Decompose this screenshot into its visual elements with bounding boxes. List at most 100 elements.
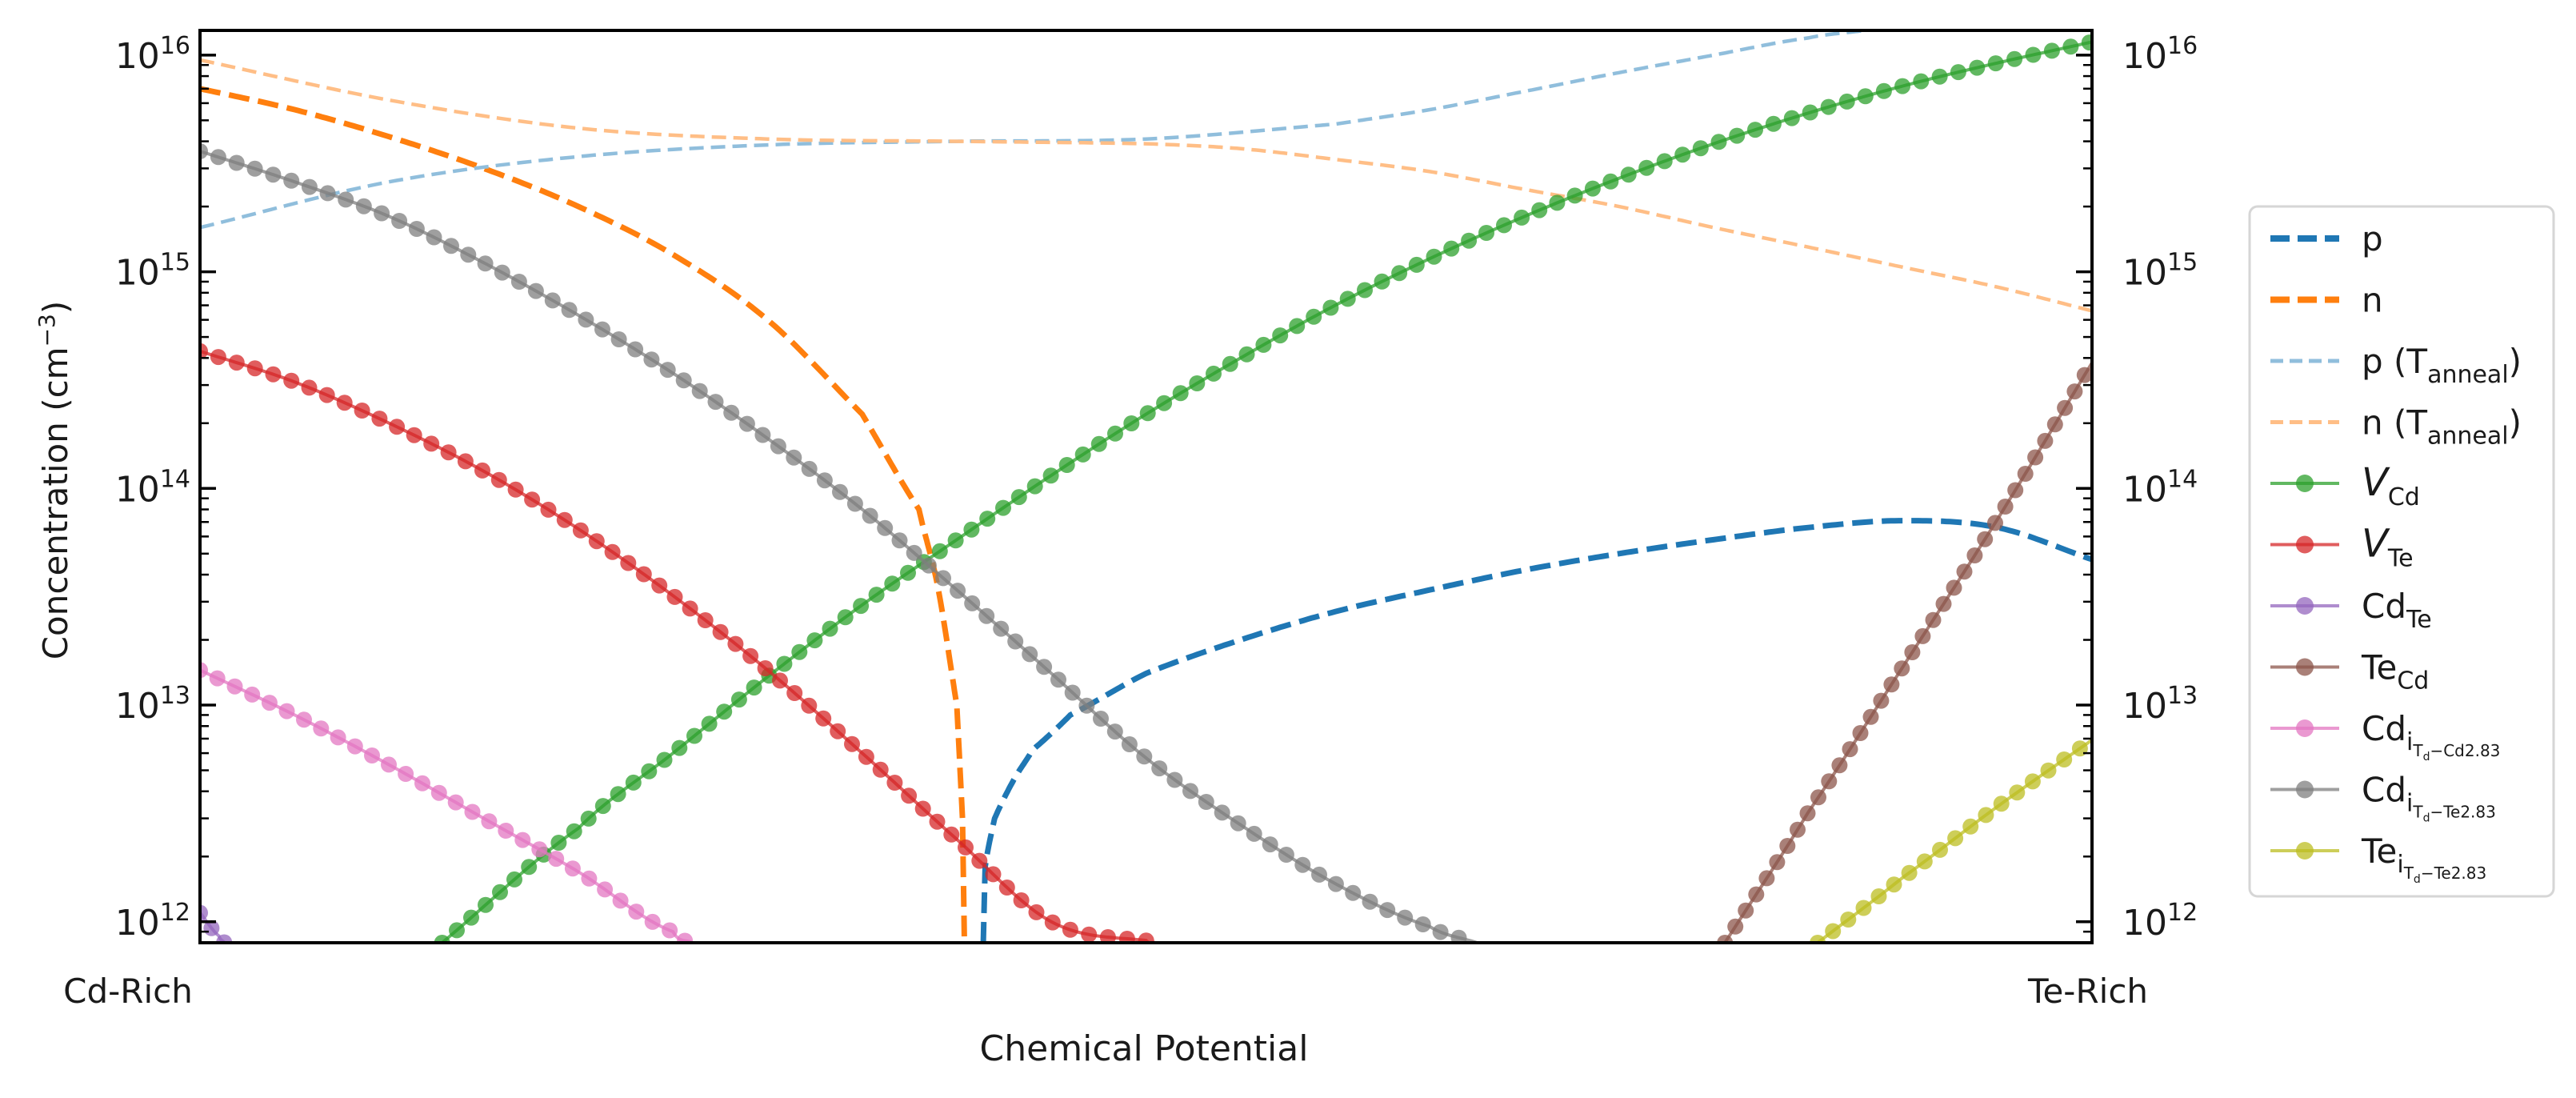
marker-tei_te-11: [1978, 807, 1994, 824]
marker-cdi_te-66: [1246, 825, 1262, 842]
marker-cdi_te-67: [1262, 836, 1278, 853]
marker-cdi_te-68: [1278, 847, 1294, 863]
marker-cdi_te-76: [1414, 916, 1431, 932]
marker-cdi_cd-14: [430, 784, 447, 801]
marker-cdi_te-74: [1379, 902, 1396, 919]
marker-vcd-61: [1391, 265, 1408, 282]
marker-vcd-11: [594, 798, 611, 815]
marker-cdi_te-24: [610, 331, 627, 347]
marker-cdi_cd-13: [414, 775, 430, 791]
marker-cdi_te-50: [1007, 633, 1024, 650]
marker-vcd-23: [776, 655, 793, 672]
marker-vcd-16: [671, 739, 688, 756]
marker-vte-53: [1028, 904, 1045, 920]
y-tick-base: 10: [2122, 253, 2167, 294]
marker-cdi_te-28: [675, 372, 692, 389]
marker-vcd-30: [884, 575, 901, 592]
marker-vte-55: [1062, 921, 1078, 938]
marker-vcd-13: [625, 774, 642, 791]
marker-tecd-30: [2027, 449, 2044, 466]
legend-entry-vcd: VCd: [2270, 460, 2420, 511]
marker-cdi_te-73: [1362, 893, 1378, 910]
series-cdi_te: [200, 143, 1478, 943]
marker-vcd-4: [492, 884, 508, 900]
marker-vcd-76: [1656, 153, 1673, 170]
legend-entry-p: p: [2270, 219, 2383, 258]
y-tick-exp: 15: [160, 249, 190, 277]
legend-label-vte: VTe: [2362, 522, 2414, 573]
marker-cdi_cd-7: [313, 720, 330, 737]
marker-vcd-68: [1514, 209, 1530, 226]
marker-vcd-95: [2006, 50, 2023, 67]
marker-tecd-22: [1946, 579, 1962, 596]
marker-vcd-20: [730, 691, 747, 708]
y-tick-label-left-14: 1014: [115, 465, 190, 510]
marker-cdi_te-21: [561, 302, 578, 319]
marker-vcd-69: [1531, 202, 1548, 218]
marker-tecd-29: [2017, 466, 2034, 482]
y-axis-label-main: Concentration (cm: [36, 347, 75, 659]
marker-tei_te-9: [1947, 830, 1964, 847]
marker-cdi_te-0: [200, 143, 208, 159]
legend: pnp (Tanneal)n (Tanneal)VCdVTeCdTeTeCdCd…: [2248, 205, 2555, 898]
x-tick-label-te-rich: Te-Rich: [2027, 972, 2148, 1011]
marker-cdi_te-56: [1093, 711, 1109, 727]
marker-vte-29: [682, 600, 698, 617]
legend-label-sub2: T: [2412, 803, 2423, 822]
marker-vcd-81: [1747, 122, 1763, 138]
legend-label-main: Cd: [2362, 587, 2406, 626]
legend-label-cdi_cd: CdiTd−Cd2.83: [2362, 709, 2500, 763]
legend-marker-vte: [2296, 535, 2314, 554]
series-tei_te: [1810, 739, 2092, 943]
marker-vcd-70: [1549, 194, 1566, 211]
marker-vte-44: [901, 787, 918, 804]
marker-cdi_cd-3: [244, 686, 261, 703]
marker-vte-2: [228, 355, 245, 371]
marker-vcd-79: [1710, 134, 1727, 150]
marker-tecd-13: [1852, 725, 1869, 741]
marker-tei_te-6: [1901, 864, 1918, 881]
marker-cdi_cd-25: [612, 892, 629, 909]
marker-cdi_cd-28: [662, 922, 678, 939]
marker-vcd-52: [1238, 346, 1255, 363]
marker-cdi_te-63: [1198, 794, 1214, 810]
marker-cdi_te-61: [1166, 771, 1183, 788]
marker-cdi_te-72: [1345, 884, 1362, 901]
marker-tecd-32: [2046, 416, 2063, 433]
x-axis-label: Chemical Potential: [980, 1028, 1309, 1069]
marker-vte-37: [801, 697, 818, 714]
y-tick-base: 10: [115, 686, 160, 727]
marker-cdi_te-1: [210, 149, 226, 166]
marker-vte-32: [727, 635, 744, 652]
marker-cdi_te-38: [832, 483, 848, 500]
marker-tecd-4: [1758, 870, 1775, 887]
y-tick-base: 10: [115, 36, 160, 77]
marker-cdi_te-55: [1078, 697, 1095, 714]
legend-label-sub3: d: [2423, 812, 2430, 825]
marker-cdi_te-65: [1230, 815, 1246, 832]
marker-vcd-87: [1857, 88, 1874, 105]
marker-cdi_te-60: [1151, 760, 1168, 777]
legend-label-main: Te: [2361, 648, 2397, 687]
marker-vcd-15: [656, 751, 673, 768]
marker-tei_te-1: [1825, 923, 1842, 940]
marker-vte-34: [757, 660, 774, 676]
marker-tecd-3: [1748, 886, 1765, 903]
marker-vcd-3: [478, 896, 494, 913]
marker-cdi_te-39: [846, 495, 863, 512]
marker-vte-56: [1081, 926, 1098, 943]
marker-vcd-6: [521, 859, 538, 876]
marker-cdte-2: [216, 934, 233, 943]
legend-label-cdi_te: CdiTd−Te2.83: [2362, 771, 2496, 825]
y-axis-label-close: ): [36, 301, 75, 314]
marker-vcd-43: [1090, 435, 1107, 452]
marker-tei_te-13: [2009, 784, 2026, 801]
marker-cdi_te-30: [707, 394, 724, 411]
legend-marker-vcd: [2296, 475, 2314, 492]
marker-vte-10: [371, 411, 388, 427]
marker-tecd-11: [1831, 757, 1848, 774]
marker-cdi_cd-24: [597, 881, 614, 898]
series-line-n_anneal: [200, 58, 2092, 313]
legend-label-cdte: CdTe: [2362, 587, 2432, 634]
